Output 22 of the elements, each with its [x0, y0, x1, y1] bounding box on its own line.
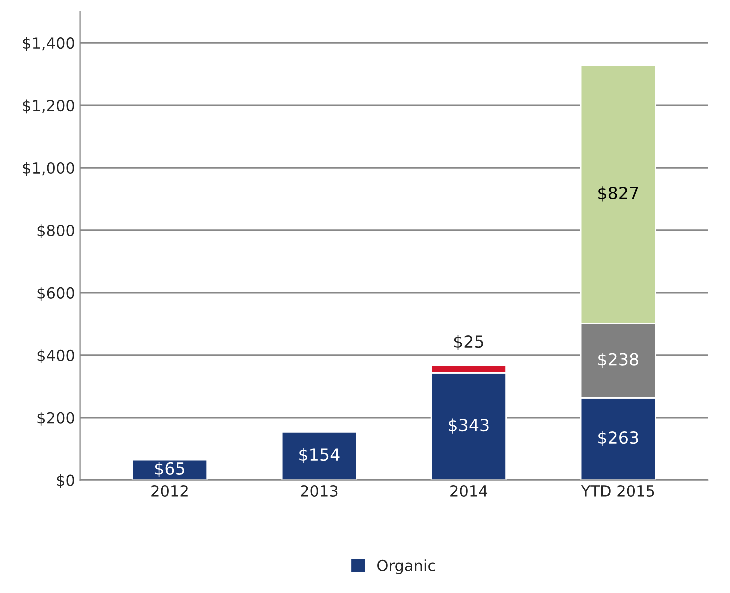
- y-tick-label: $1,000: [23, 162, 74, 176]
- y-tick-label: $1,400: [23, 37, 74, 52]
- legend-label: Organic: [378, 560, 436, 574]
- bar: [281, 432, 358, 480]
- y-tick-label: $200: [38, 412, 74, 426]
- data-label: $65: [155, 462, 184, 478]
- y-tick-label: $600: [38, 287, 74, 301]
- y-tick-label: $400: [38, 350, 74, 364]
- x-tick-label: 2012: [152, 485, 188, 498]
- data-label: $827: [598, 186, 638, 202]
- y-tick-label: $0: [57, 474, 74, 488]
- y-tick-label: $800: [38, 224, 74, 239]
- data-label: $343: [449, 418, 489, 434]
- x-tick-label: YTD 2015: [581, 485, 654, 498]
- y-tick-label: $1,200: [23, 100, 74, 114]
- data-label: $238: [598, 352, 638, 368]
- x-tick-label: 2014: [450, 485, 488, 498]
- data-label: $263: [598, 431, 638, 446]
- bar: [132, 459, 208, 480]
- x-tick-label: 2013: [301, 485, 338, 498]
- data-label: $154: [300, 448, 340, 464]
- data-label: $25: [454, 335, 484, 350]
